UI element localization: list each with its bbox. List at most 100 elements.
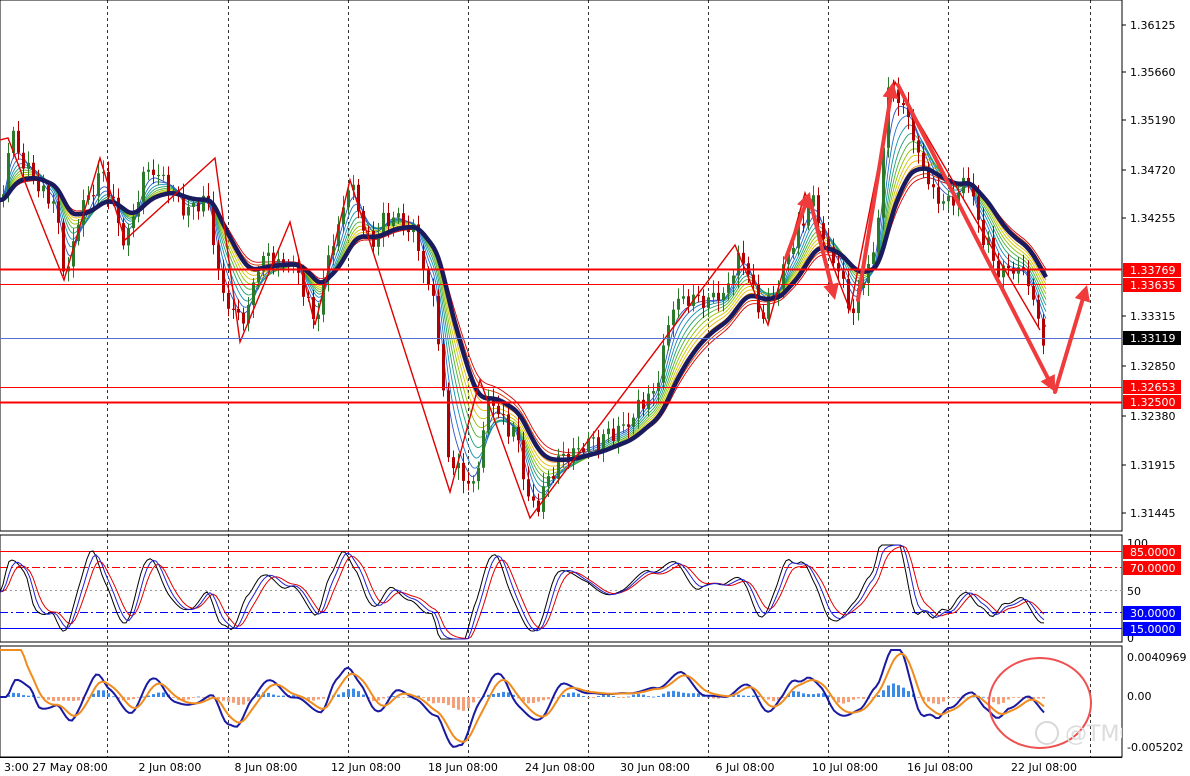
macd-bar [927, 697, 930, 702]
candle-body [92, 195, 95, 197]
candle-body [502, 414, 505, 416]
macd-bar [487, 694, 490, 697]
oscillator-panel[interactable] [0, 534, 1123, 643]
macd-bar [662, 693, 665, 697]
candle-body [417, 224, 420, 251]
macd-bar [717, 697, 720, 699]
macd-bar [477, 697, 480, 698]
candle-body [257, 271, 260, 283]
macd-bar [207, 697, 210, 699]
candle-body [527, 479, 530, 497]
time-axis[interactable]: 3:00 27 May 08:00 2 Jun 08:00 8 Jun 08:00 12… [0, 757, 1122, 775]
macd-bar [102, 690, 105, 697]
candle-body [522, 440, 525, 480]
candle-body [247, 305, 250, 324]
macd-bar [842, 697, 845, 704]
candle-body [32, 162, 35, 179]
candle-body [617, 425, 620, 441]
macd-bar [657, 695, 660, 697]
macd-bar [392, 696, 395, 697]
macd-bar [462, 697, 465, 711]
candle-body [322, 280, 325, 315]
candle-body [487, 398, 490, 431]
time-tick-label: 8 Jun 08:00 [235, 761, 298, 774]
current-price-label: 1.33119 [1130, 332, 1176, 345]
price-level-tag [1123, 380, 1181, 394]
candle-body [192, 202, 195, 207]
candle-body [852, 308, 855, 314]
macd-panel[interactable] [0, 645, 1123, 758]
macd-bar [227, 697, 230, 702]
macd-bar [312, 697, 315, 701]
candle-body [152, 169, 155, 176]
candle-body [277, 259, 280, 266]
candle-body [927, 169, 930, 185]
arrow-head [1040, 374, 1055, 392]
candle-body [697, 294, 700, 296]
candle-body [862, 283, 865, 289]
candle-body [922, 152, 925, 170]
candle-body [647, 393, 650, 409]
candle-body [587, 438, 590, 453]
price-axis[interactable]: 1.36125 1.35660 1.35190 1.34720 1.34255 1.333… [1122, 19, 1181, 520]
macd-bar [12, 692, 15, 697]
osc-level-label: 15.0000 [1130, 623, 1176, 636]
macd-bar [642, 694, 645, 697]
candle-body [882, 147, 885, 218]
candle-body [667, 325, 670, 346]
candle-body [267, 252, 270, 257]
macd-bar [57, 697, 60, 701]
candle-body [677, 298, 680, 310]
candle-body [157, 174, 160, 177]
macd-bar [362, 694, 365, 697]
macd-bar [622, 697, 625, 698]
macd-bar [137, 697, 140, 698]
arrow-shaft [808, 198, 834, 287]
macd-bar [692, 693, 695, 697]
candle-body [517, 426, 520, 441]
macd-tick-label: -0.005202 [1127, 741, 1183, 754]
macd-bar [317, 697, 320, 700]
macd-bar [187, 697, 190, 700]
candle-body [612, 428, 615, 441]
macd-bar [152, 694, 155, 697]
macd-bar [667, 691, 670, 697]
macd-bar [352, 688, 355, 697]
macd-bar [1027, 697, 1030, 699]
annotation-arrows[interactable] [784, 82, 1091, 394]
candle-body [497, 405, 500, 415]
price-tick-label: 1.33315 [1130, 310, 1176, 323]
candle-body [52, 201, 55, 204]
candle-body [622, 424, 625, 426]
macd-bar [547, 697, 550, 700]
macd-bar [712, 697, 715, 699]
macd-bar [947, 697, 950, 699]
macd-bar [1012, 697, 1015, 698]
macd-bar [267, 692, 270, 697]
macd-bar [617, 697, 620, 698]
macd-bar [767, 697, 770, 700]
macd-bar [562, 694, 565, 697]
candle-body [872, 252, 875, 264]
macd-bar [467, 697, 470, 709]
macd-bar [917, 697, 920, 698]
candle-body [877, 217, 880, 253]
candle-body [392, 217, 395, 227]
candle-body [432, 284, 435, 296]
macd-bar [652, 696, 655, 698]
macd-bar [112, 696, 115, 698]
macd-bar [532, 697, 535, 704]
macd-bar [682, 692, 685, 697]
main-price-panel[interactable] [0, 0, 1123, 532]
candle-body [42, 185, 45, 192]
highlight-circle[interactable] [988, 657, 1092, 749]
macd-bar [242, 697, 245, 705]
macd-bar [777, 697, 780, 701]
oscillator-red-line [0, 545, 1045, 640]
candle-body [222, 270, 225, 293]
candle-body [737, 252, 740, 276]
macd-bar [1032, 697, 1035, 699]
candle-body [682, 296, 685, 299]
